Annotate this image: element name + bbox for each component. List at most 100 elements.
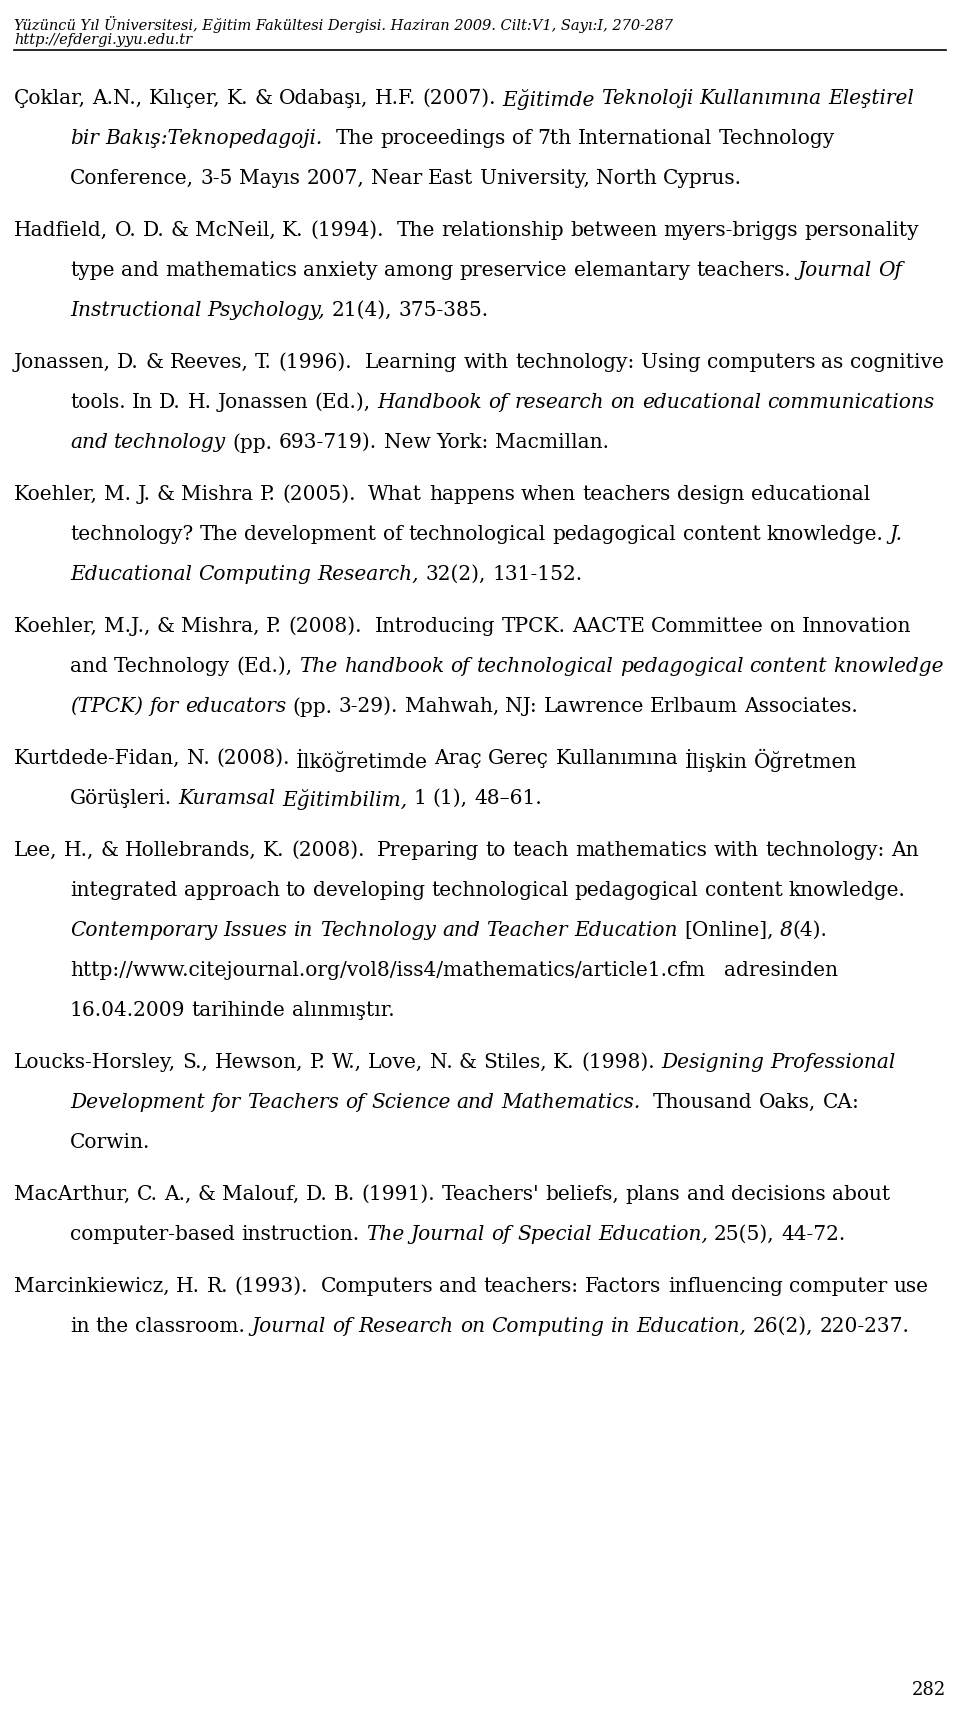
Text: H.: H. xyxy=(187,394,211,413)
Text: Çoklar,: Çoklar, xyxy=(14,89,86,108)
Text: Professional: Professional xyxy=(771,1054,896,1073)
Text: of: of xyxy=(489,394,508,413)
Text: &: & xyxy=(157,617,175,636)
Text: with: with xyxy=(713,841,758,860)
Text: P.: P. xyxy=(260,485,276,504)
Text: Conference,: Conference, xyxy=(70,168,194,187)
Text: Issues: Issues xyxy=(224,921,288,940)
Text: Teachers': Teachers' xyxy=(442,1184,540,1203)
Text: 282: 282 xyxy=(912,1681,946,1698)
Text: A.,: A., xyxy=(164,1184,191,1203)
Text: &: & xyxy=(171,222,189,241)
Text: proceedings: proceedings xyxy=(380,129,505,148)
Text: and: and xyxy=(442,921,480,940)
Text: H.: H. xyxy=(176,1277,200,1296)
Text: Journal: Journal xyxy=(410,1226,485,1245)
Text: Eğitimbilim,: Eğitimbilim, xyxy=(282,789,407,810)
Text: What: What xyxy=(369,485,422,504)
Text: Koehler,: Koehler, xyxy=(14,617,98,636)
Text: pedagogical: pedagogical xyxy=(575,882,698,901)
Text: knowledge.: knowledge. xyxy=(789,882,905,901)
Text: Gereç: Gereç xyxy=(489,749,549,768)
Text: 131-152.: 131-152. xyxy=(492,566,583,584)
Text: among: among xyxy=(384,261,453,280)
Text: Mathematics.: Mathematics. xyxy=(501,1093,640,1112)
Text: S.,: S., xyxy=(182,1054,208,1073)
Text: design: design xyxy=(677,485,745,504)
Text: 7th: 7th xyxy=(538,129,572,148)
Text: M.: M. xyxy=(105,485,132,504)
Text: Innovation: Innovation xyxy=(802,617,911,636)
Text: (TPCK): (TPCK) xyxy=(70,696,143,717)
Text: 8: 8 xyxy=(780,921,793,940)
Text: A.N.,: A.N., xyxy=(92,89,142,108)
Text: technology?: technology? xyxy=(70,524,193,543)
Text: computer-based: computer-based xyxy=(70,1226,235,1245)
Text: research: research xyxy=(515,394,604,413)
Text: happens: happens xyxy=(429,485,515,504)
Text: technological: technological xyxy=(431,882,568,901)
Text: and: and xyxy=(686,1184,725,1203)
Text: developing: developing xyxy=(313,882,424,901)
Text: Associates.: Associates. xyxy=(745,696,858,717)
Text: for: for xyxy=(211,1093,240,1112)
Text: &: & xyxy=(101,841,119,860)
Text: beliefs,: beliefs, xyxy=(545,1184,619,1203)
Text: N.: N. xyxy=(187,749,209,768)
Text: D.: D. xyxy=(117,352,139,371)
Text: 3-5: 3-5 xyxy=(201,168,232,187)
Text: tools.: tools. xyxy=(70,394,126,413)
Text: Hadfield,: Hadfield, xyxy=(14,222,108,241)
Text: myers-briggs: myers-briggs xyxy=(663,222,798,241)
Text: 1: 1 xyxy=(414,789,426,808)
Text: 48–61.: 48–61. xyxy=(474,789,541,808)
Text: Thousand: Thousand xyxy=(653,1093,753,1112)
Text: P.: P. xyxy=(266,617,282,636)
Text: mathematics: mathematics xyxy=(165,261,297,280)
Text: (1998).: (1998). xyxy=(581,1054,655,1073)
Text: knowledge: knowledge xyxy=(833,657,944,676)
Text: and: and xyxy=(70,433,108,452)
Text: http://efdergi.yyu.edu.tr: http://efdergi.yyu.edu.tr xyxy=(14,33,192,46)
Text: Technology: Technology xyxy=(719,129,835,148)
Text: Technology: Technology xyxy=(114,657,230,676)
Text: Loucks-Horsley,: Loucks-Horsley, xyxy=(14,1054,176,1073)
Text: Designing: Designing xyxy=(661,1054,764,1073)
Text: Research: Research xyxy=(358,1317,453,1336)
Text: decisions: decisions xyxy=(731,1184,826,1203)
Text: Mishra: Mishra xyxy=(181,485,253,504)
Text: Corwin.: Corwin. xyxy=(70,1133,151,1152)
Text: educators: educators xyxy=(185,696,286,717)
Text: The: The xyxy=(366,1226,404,1245)
Text: Instructional: Instructional xyxy=(70,301,202,320)
Text: Using: Using xyxy=(640,352,700,371)
Text: W.,: W., xyxy=(332,1054,362,1073)
Text: alınmıştır.: alınmıştır. xyxy=(292,1000,395,1019)
Text: J.: J. xyxy=(890,524,902,543)
Text: (1),: (1), xyxy=(433,789,468,808)
Text: cognitive: cognitive xyxy=(851,352,944,371)
Text: classroom.: classroom. xyxy=(135,1317,245,1336)
Text: technology:: technology: xyxy=(765,841,884,860)
Text: when: when xyxy=(521,485,576,504)
Text: &: & xyxy=(146,352,163,371)
Text: in: in xyxy=(294,921,313,940)
Text: The: The xyxy=(200,524,238,543)
Text: N.: N. xyxy=(430,1054,452,1073)
Text: for: for xyxy=(150,696,179,717)
Text: the: the xyxy=(96,1317,129,1336)
Text: East: East xyxy=(428,168,473,187)
Text: The: The xyxy=(396,222,435,241)
Text: (pp.: (pp. xyxy=(232,433,273,452)
Text: Research,: Research, xyxy=(318,566,419,584)
Text: Learning: Learning xyxy=(365,352,457,371)
Text: 375-385.: 375-385. xyxy=(398,301,489,320)
Text: McNeil,: McNeil, xyxy=(195,222,276,241)
Text: TPCK.: TPCK. xyxy=(502,617,565,636)
Text: Lawrence: Lawrence xyxy=(543,696,644,717)
Text: teachers.: teachers. xyxy=(696,261,791,280)
Text: Science: Science xyxy=(371,1093,450,1112)
Text: content: content xyxy=(683,524,760,543)
Text: on: on xyxy=(611,394,636,413)
Text: 3-29).: 3-29). xyxy=(339,696,398,717)
